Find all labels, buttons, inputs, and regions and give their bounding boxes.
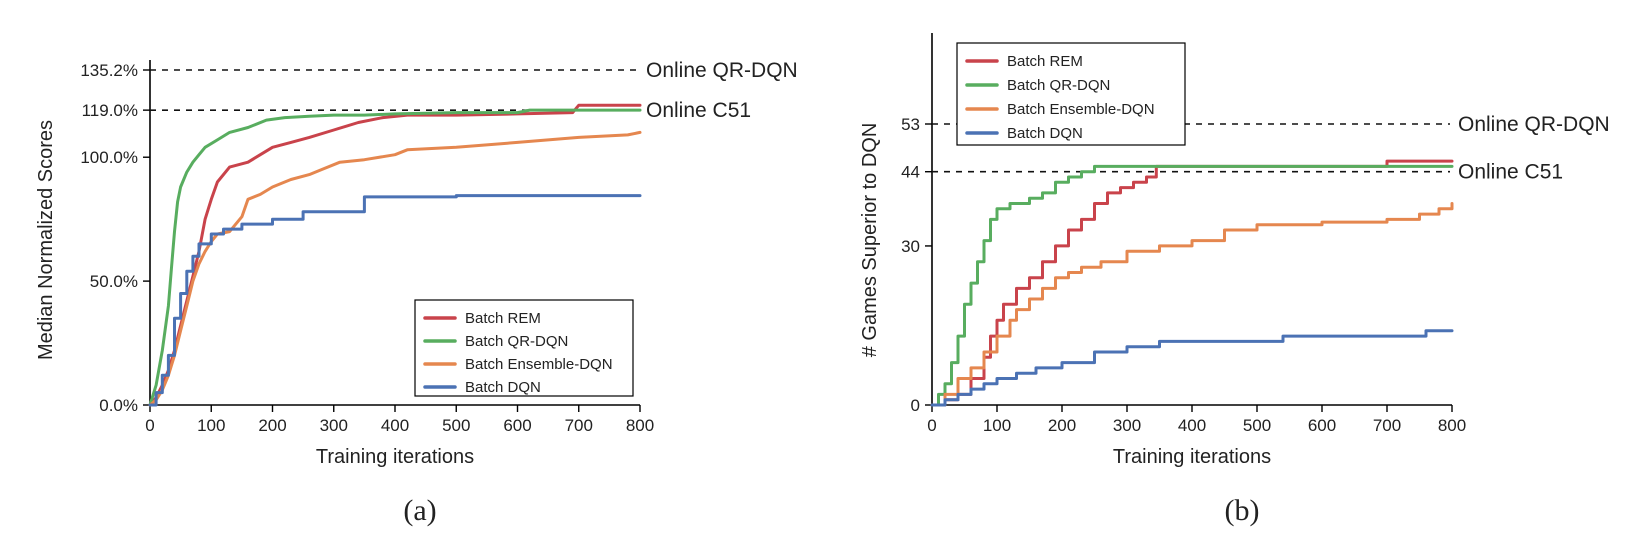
series-line-batch-qr-dqn bbox=[930, 164, 1454, 407]
x-tick-label: 200 bbox=[1048, 416, 1076, 435]
x-tick-label: 700 bbox=[1373, 416, 1401, 435]
x-tick-label: 800 bbox=[626, 416, 654, 435]
y-tick-label: 100.0% bbox=[80, 148, 138, 167]
series-line-batch-qr-dqn bbox=[148, 108, 642, 407]
x-tick-label: 100 bbox=[197, 416, 225, 435]
x-axis-title: Training iterations bbox=[316, 446, 474, 468]
reference-line-label: Online C51 bbox=[1458, 161, 1563, 184]
x-tick-label: 600 bbox=[503, 416, 531, 435]
series-line-batch-dqn bbox=[148, 194, 642, 407]
y-tick-label: 0.0% bbox=[99, 396, 138, 415]
x-tick-label: 700 bbox=[565, 416, 593, 435]
series-line-batch-dqn bbox=[930, 329, 1454, 407]
x-tick-label: 300 bbox=[320, 416, 348, 435]
series-line-batch-rem bbox=[930, 159, 1454, 407]
legend-label: Batch QR-DQN bbox=[465, 333, 568, 350]
reference-line-label: Online QR-DQN bbox=[1458, 113, 1610, 136]
y-tick-label: 50.0% bbox=[90, 272, 138, 291]
series-line-batch-ensemble-dqn bbox=[148, 130, 642, 407]
x-tick-label: 0 bbox=[927, 416, 936, 435]
panel-a-chart: 0 100 200 300 400 500 600 700 800 0.0% 50.0% 100.0%… bbox=[35, 59, 798, 527]
x-tick-label: 200 bbox=[258, 416, 286, 435]
panel-caption: (b) bbox=[1225, 494, 1260, 527]
y-axis-title: Median Normalized Scores bbox=[35, 120, 57, 360]
legend-label: Batch REM bbox=[465, 310, 541, 327]
y-tick-label: 53 bbox=[901, 115, 920, 134]
y-axis-title: # Games Superior to DQN bbox=[859, 123, 881, 358]
x-tick-label: 600 bbox=[1308, 416, 1336, 435]
x-axis-title: Training iterations bbox=[1113, 446, 1271, 468]
x-tick-label: 100 bbox=[983, 416, 1011, 435]
legend-label: Batch REM bbox=[1007, 53, 1083, 70]
y-tick-label: 135.2% bbox=[80, 61, 138, 80]
legend-label: Batch DQN bbox=[1007, 125, 1083, 142]
x-tick-label: 0 bbox=[145, 416, 154, 435]
series-line-batch-ensemble-dqn bbox=[930, 202, 1454, 407]
reference-line-label: Online QR-DQN bbox=[646, 59, 798, 82]
x-tick-label: 400 bbox=[381, 416, 409, 435]
x-tick-label: 800 bbox=[1438, 416, 1466, 435]
legend-label: Batch QR-DQN bbox=[1007, 77, 1110, 94]
x-tick-label: 500 bbox=[1243, 416, 1271, 435]
legend-label: Batch Ensemble-DQN bbox=[465, 356, 613, 373]
x-tick-label: 400 bbox=[1178, 416, 1206, 435]
panel-b-chart: 0 100 200 300 400 500 600 700 800 0 30 44 53 Training… bbox=[859, 33, 1610, 527]
x-tick-label: 500 bbox=[442, 416, 470, 435]
legend-box bbox=[414, 299, 634, 397]
panel-caption: (a) bbox=[403, 494, 436, 527]
x-tick-label: 300 bbox=[1113, 416, 1141, 435]
y-tick-label: 30 bbox=[901, 237, 920, 256]
legend-label: Batch DQN bbox=[465, 379, 541, 396]
y-tick-label: 44 bbox=[901, 163, 920, 182]
reference-line-label: Online C51 bbox=[646, 99, 751, 122]
legend-label: Batch Ensemble-DQN bbox=[1007, 101, 1155, 118]
y-tick-label: 119.0% bbox=[82, 101, 138, 120]
y-tick-label: 0 bbox=[911, 396, 920, 415]
